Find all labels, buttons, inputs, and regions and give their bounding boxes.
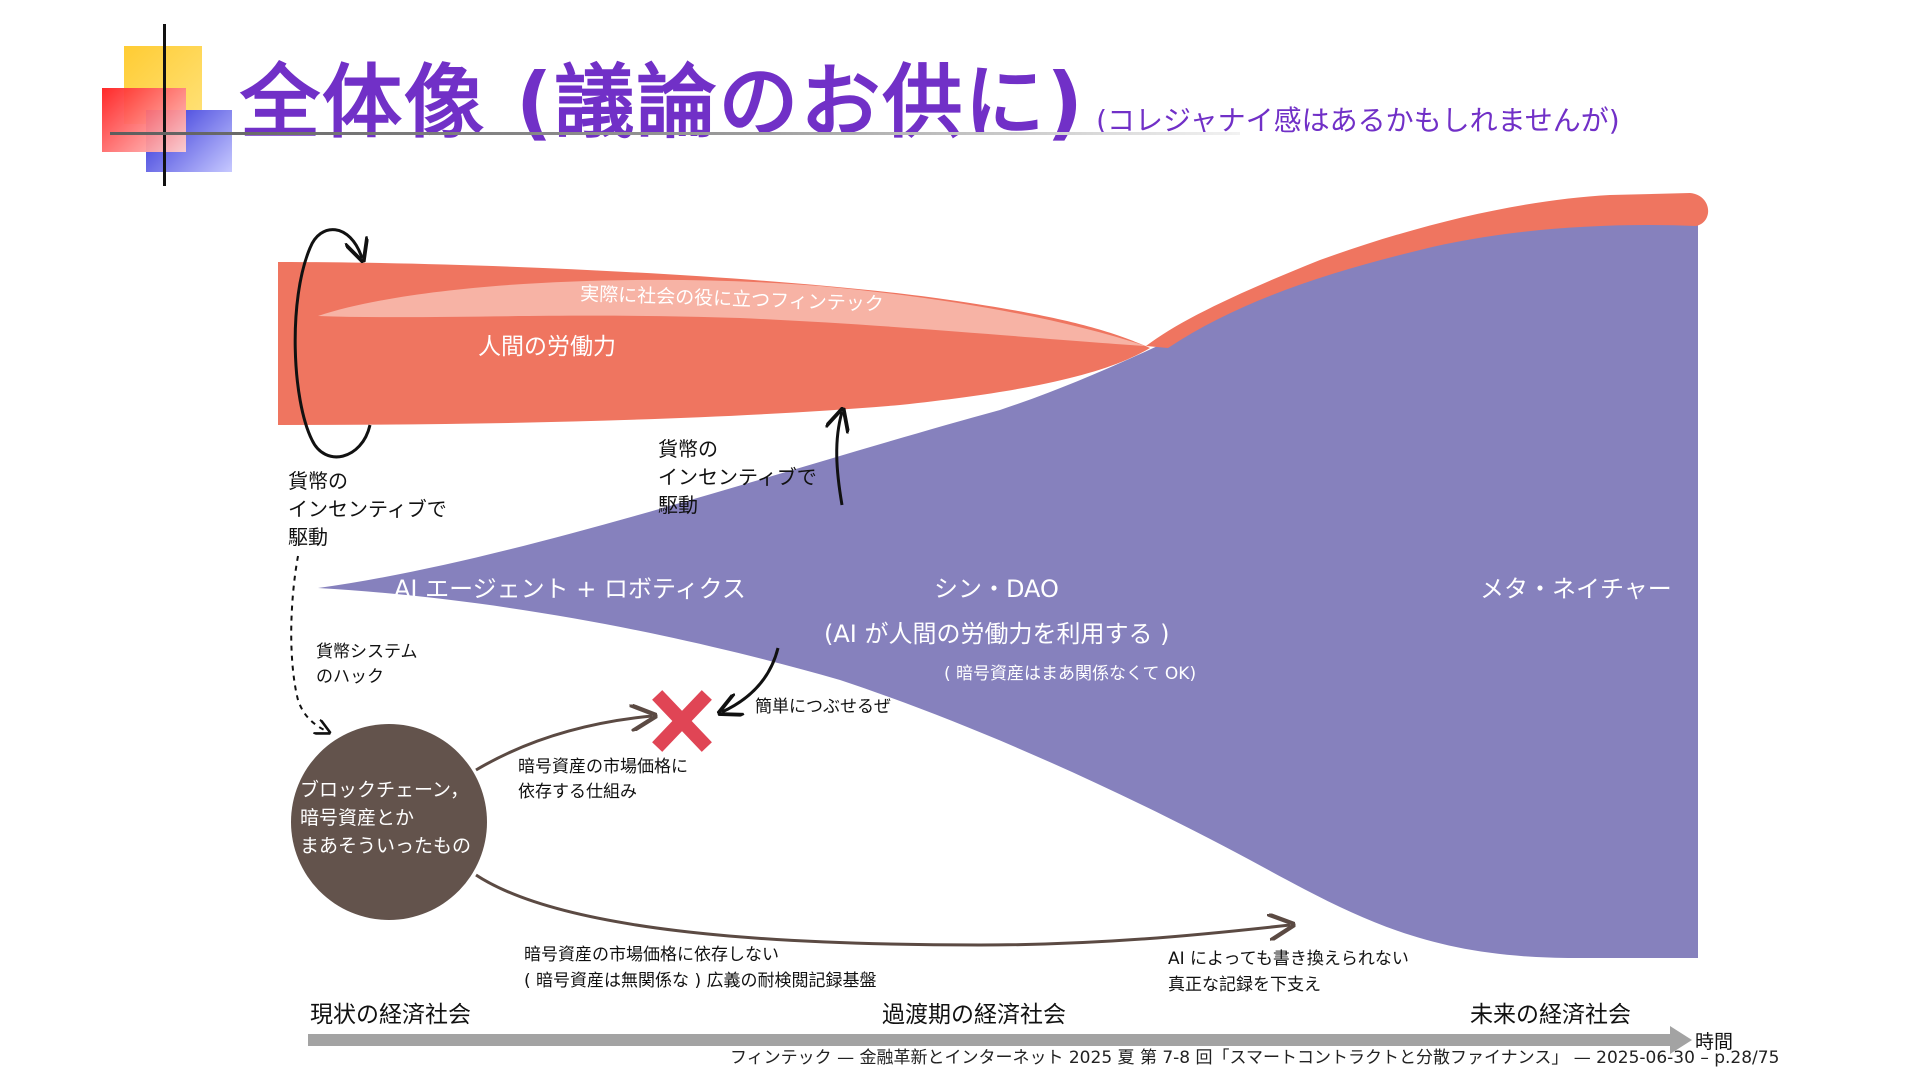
meta-nature-label: メタ・ネイチャー [1480, 575, 1672, 603]
incentive-mid-line: 貨幣の [658, 437, 718, 461]
page-subtitle: (コレジャナイ感はあるかもしれませんが) [1096, 104, 1620, 137]
incentive-mid-text: 貨幣の インセンティブで 駆動 [658, 437, 817, 517]
incentive-arrow [837, 412, 842, 506]
independent-line: ( 暗号資産は無関係な ) 広義の耐検閲記録基盤 [524, 971, 876, 991]
timeline-future: 未来の経済社会 [1470, 1002, 1631, 1028]
beyond-labor-band [1146, 193, 1709, 348]
record-arrow [475, 873, 1290, 947]
crypto-irrelevant: ( 暗号資産はまあ関係なくて OK) [944, 664, 1196, 684]
blockchain-circle [291, 724, 487, 920]
logo-red-square [102, 88, 186, 152]
ai-record-line: AI によっても書き換えられない [1168, 949, 1409, 969]
shin-dao-label: シン・DAO [934, 575, 1059, 603]
hack-text: 貨幣システム のハック [316, 642, 418, 687]
shin-dao-sub: (AI が人間の労働力を利用する ) [824, 620, 1169, 648]
market-dependent-text: 暗号資産の市場価格に 依存する仕組み [518, 757, 688, 802]
hack-line: 貨幣システム [316, 642, 418, 662]
incentive-left-line: 駆動 [288, 525, 328, 549]
incentive-left-line: 貨幣の [288, 469, 348, 493]
incentive-mid-line: 駆動 [658, 493, 698, 517]
market-dependent-arrow [475, 716, 652, 772]
hack-line: のハック [316, 667, 384, 687]
blockchain-line: ブロックチェーン， [300, 778, 469, 801]
timeline-transition: 過渡期の経済社会 [882, 1002, 1066, 1028]
blockchain-line: 暗号資産とか [300, 807, 414, 829]
ai-flow-region [318, 215, 1698, 958]
incentive-left-line: インセンティブで [288, 497, 447, 521]
ai-record-line: 真正な記録を下支え [1168, 975, 1321, 995]
timeline-arrow [308, 1026, 1692, 1054]
fintech-band [318, 279, 1146, 346]
ai-record-text: AI によっても書き換えられない 真正な記録を下支え [1168, 949, 1409, 995]
cross-mark [652, 690, 712, 752]
market-dependent-line: 依存する仕組み [518, 782, 637, 802]
timeline-axis-label: 時間 [1695, 1031, 1733, 1053]
market-dependent-line: 暗号資産の市場価格に [518, 757, 688, 777]
incentive-mid-line: インセンティブで [658, 465, 817, 489]
ai-label: AI エージェント + ロボティクス [394, 575, 746, 603]
title-rule [110, 132, 1240, 135]
blockchain-line: まあそういったもの [300, 835, 471, 857]
crush-arrow [722, 647, 780, 712]
blockchain-text: ブロックチェーン， 暗号資産とか まあそういったもの [300, 778, 471, 857]
timeline-current: 現状の経済社会 [310, 1002, 471, 1028]
independent-line: 暗号資産の市場価格に依存しない [524, 945, 779, 965]
footer: フィンテック — 金融革新とインターネット 2025 夏 第 7-8 回「スマー… [730, 1048, 1780, 1068]
incentive-left-text: 貨幣の インセンティブで 駆動 [288, 469, 447, 549]
hack-arrow [290, 555, 328, 732]
easily-crushed-label: 簡単につぶせるぜ [755, 697, 891, 717]
labor-cycle-loop [293, 228, 372, 459]
labor-label: 人間の労働力 [478, 334, 616, 360]
logo-vertical-line [163, 24, 166, 186]
independent-text: 暗号資産の市場価格に依存しない ( 暗号資産は無関係な ) 広義の耐検閲記録基盤 [524, 945, 876, 991]
